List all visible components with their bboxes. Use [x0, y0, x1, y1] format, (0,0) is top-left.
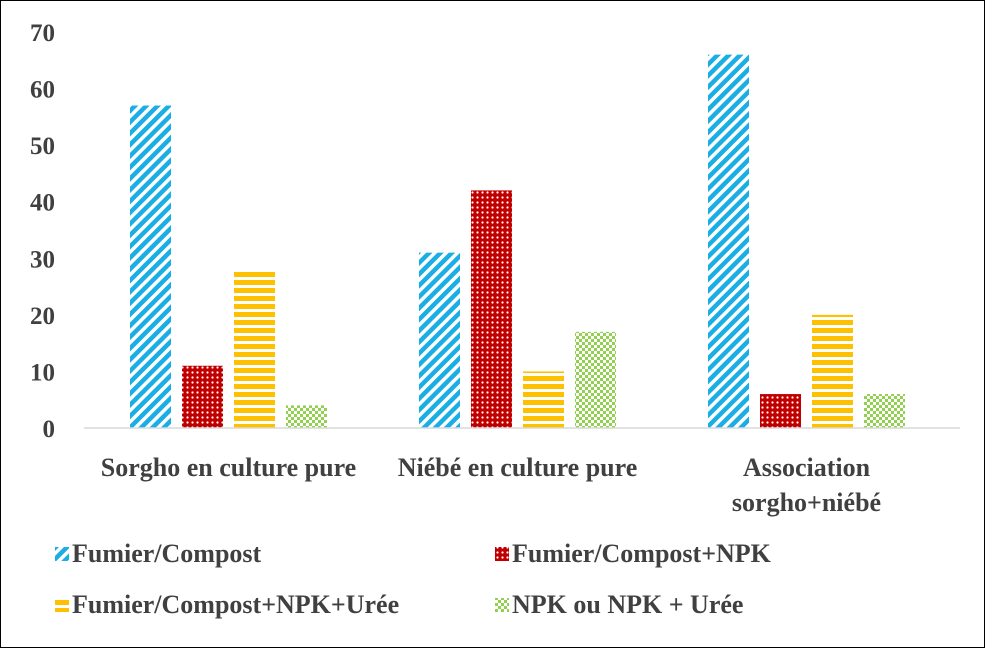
bar [419, 252, 460, 428]
legend-label: Fumier/Compost [72, 539, 262, 568]
bar [234, 269, 275, 428]
legend-swatch [55, 547, 69, 561]
y-tick-label: 70 [30, 20, 55, 47]
legend-label: NPK ou NPK + Urée [512, 590, 743, 619]
legend-swatch [55, 598, 69, 612]
legend-label: Fumier/Compost+NPK [512, 539, 772, 568]
x-tick-label: Association sorgho+niébé [731, 453, 882, 517]
bar [523, 371, 564, 428]
legend-label: Fumier/Compost+NPK+Urée [72, 590, 399, 619]
bar [130, 105, 171, 429]
legend-swatch [495, 598, 509, 612]
bar [575, 331, 616, 428]
y-tick-label: 20 [30, 303, 55, 330]
legend-swatch [495, 547, 509, 561]
y-tick-label: 10 [30, 359, 55, 386]
bar [286, 405, 327, 428]
bar [182, 365, 223, 428]
x-tick-label: Sorgho en culture pure [100, 453, 357, 482]
y-tick-label: 40 [30, 190, 55, 217]
bar [708, 54, 749, 428]
bar [760, 394, 801, 428]
y-tick-label: 0 [43, 416, 56, 443]
y-tick-label: 60 [30, 77, 55, 104]
x-tick-label: Niébé en culture pure [397, 453, 638, 482]
bar [812, 314, 853, 428]
y-tick-label: 30 [30, 246, 55, 273]
bar [864, 394, 905, 428]
bar [471, 190, 512, 428]
y-tick-label: 50 [30, 133, 55, 160]
